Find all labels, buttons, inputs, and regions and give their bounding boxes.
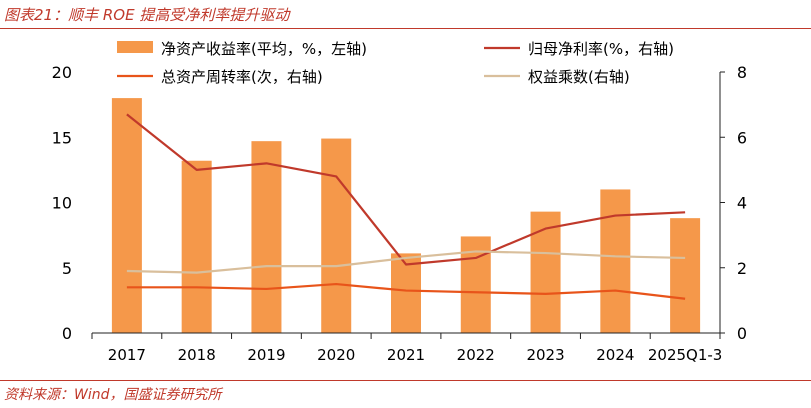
x-tick-label: 2023: [526, 346, 564, 364]
right-tick-label: 6: [737, 128, 747, 147]
legend-label: 净资产收益率(平均，%，左轴): [161, 40, 367, 58]
roe-bar: [600, 189, 631, 333]
right-tick-label: 2: [737, 259, 747, 278]
line-series-1: [126, 282, 686, 300]
left-tick-label: 10: [52, 194, 72, 213]
legend-label: 归母净利率(%，右轴): [528, 40, 674, 58]
roe-bar: [321, 138, 352, 333]
legend: 净资产收益率(平均，%，左轴) 归母净利率(%，右轴) 总资产周转率(次，右轴) 权益…: [117, 40, 674, 86]
line-series-2: [126, 250, 686, 274]
right-tick-label: 4: [737, 194, 747, 213]
x-tick-label: 2024: [596, 346, 634, 364]
line-series: [126, 113, 686, 300]
source-rule: [0, 380, 811, 381]
x-tick-label: 2022: [457, 346, 495, 364]
figure-title: 图表21：顺丰 ROE 提高受净利率提升驱动: [4, 6, 290, 24]
x-axis: 2017 2018 2019 2020 2021 2022 2023 2024 2025Q1-3: [91, 332, 722, 364]
right-tick-label: 8: [737, 63, 747, 82]
right-axis: 0 2 4 6 8: [719, 63, 747, 343]
x-tick-label: 2018: [178, 346, 216, 364]
roe-bar: [111, 98, 142, 333]
left-tick-label: 20: [52, 63, 72, 82]
bar-series: [111, 98, 701, 333]
line-series-0: [126, 113, 686, 266]
title-rule: [0, 28, 811, 29]
legend-swatch-bar: [117, 41, 153, 53]
x-tick-label: 2017: [108, 346, 146, 364]
roe-bar: [530, 211, 561, 333]
x-tick-label: 2021: [387, 346, 425, 364]
roe-bar: [181, 160, 212, 333]
left-tick-label: 0: [62, 324, 72, 343]
right-tick-label: 0: [737, 324, 747, 343]
legend-label: 总资产周转率(次，右轴): [161, 68, 323, 86]
legend-label: 权益乘数(右轴): [528, 68, 630, 86]
left-tick-label: 15: [52, 128, 72, 147]
left-axis: 0 5 10 15 20: [52, 63, 72, 343]
x-tick-label: 2019: [247, 346, 285, 364]
roe-bar: [251, 141, 282, 333]
x-tick-label: 2020: [317, 346, 355, 364]
roe-bar: [670, 218, 701, 333]
left-tick-label: 5: [62, 259, 72, 278]
source-note: 资料来源：Wind，国盛证券研究所: [4, 387, 222, 403]
roe-bar: [391, 253, 421, 333]
x-tick-label: 2025Q1-3: [648, 346, 722, 364]
